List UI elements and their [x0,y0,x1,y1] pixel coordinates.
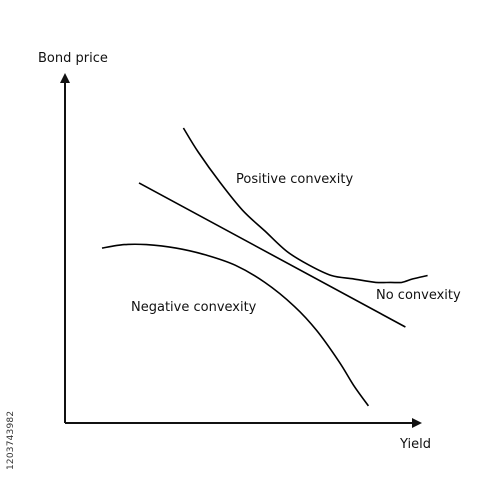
annotation-no-convexity: No convexity [376,288,461,303]
series-negative-convexity [101,243,370,407]
y-axis-label: Bond price [38,51,108,66]
annotation-positive-convexity: Positive convexity [236,172,353,187]
series-no-convexity [138,182,406,328]
series-positive-convexity [182,127,428,284]
annotation-negative-convexity: Negative convexity [131,300,257,315]
x-axis-label: Yield [399,437,431,452]
stock-image-id: 1203743982 [6,410,16,470]
